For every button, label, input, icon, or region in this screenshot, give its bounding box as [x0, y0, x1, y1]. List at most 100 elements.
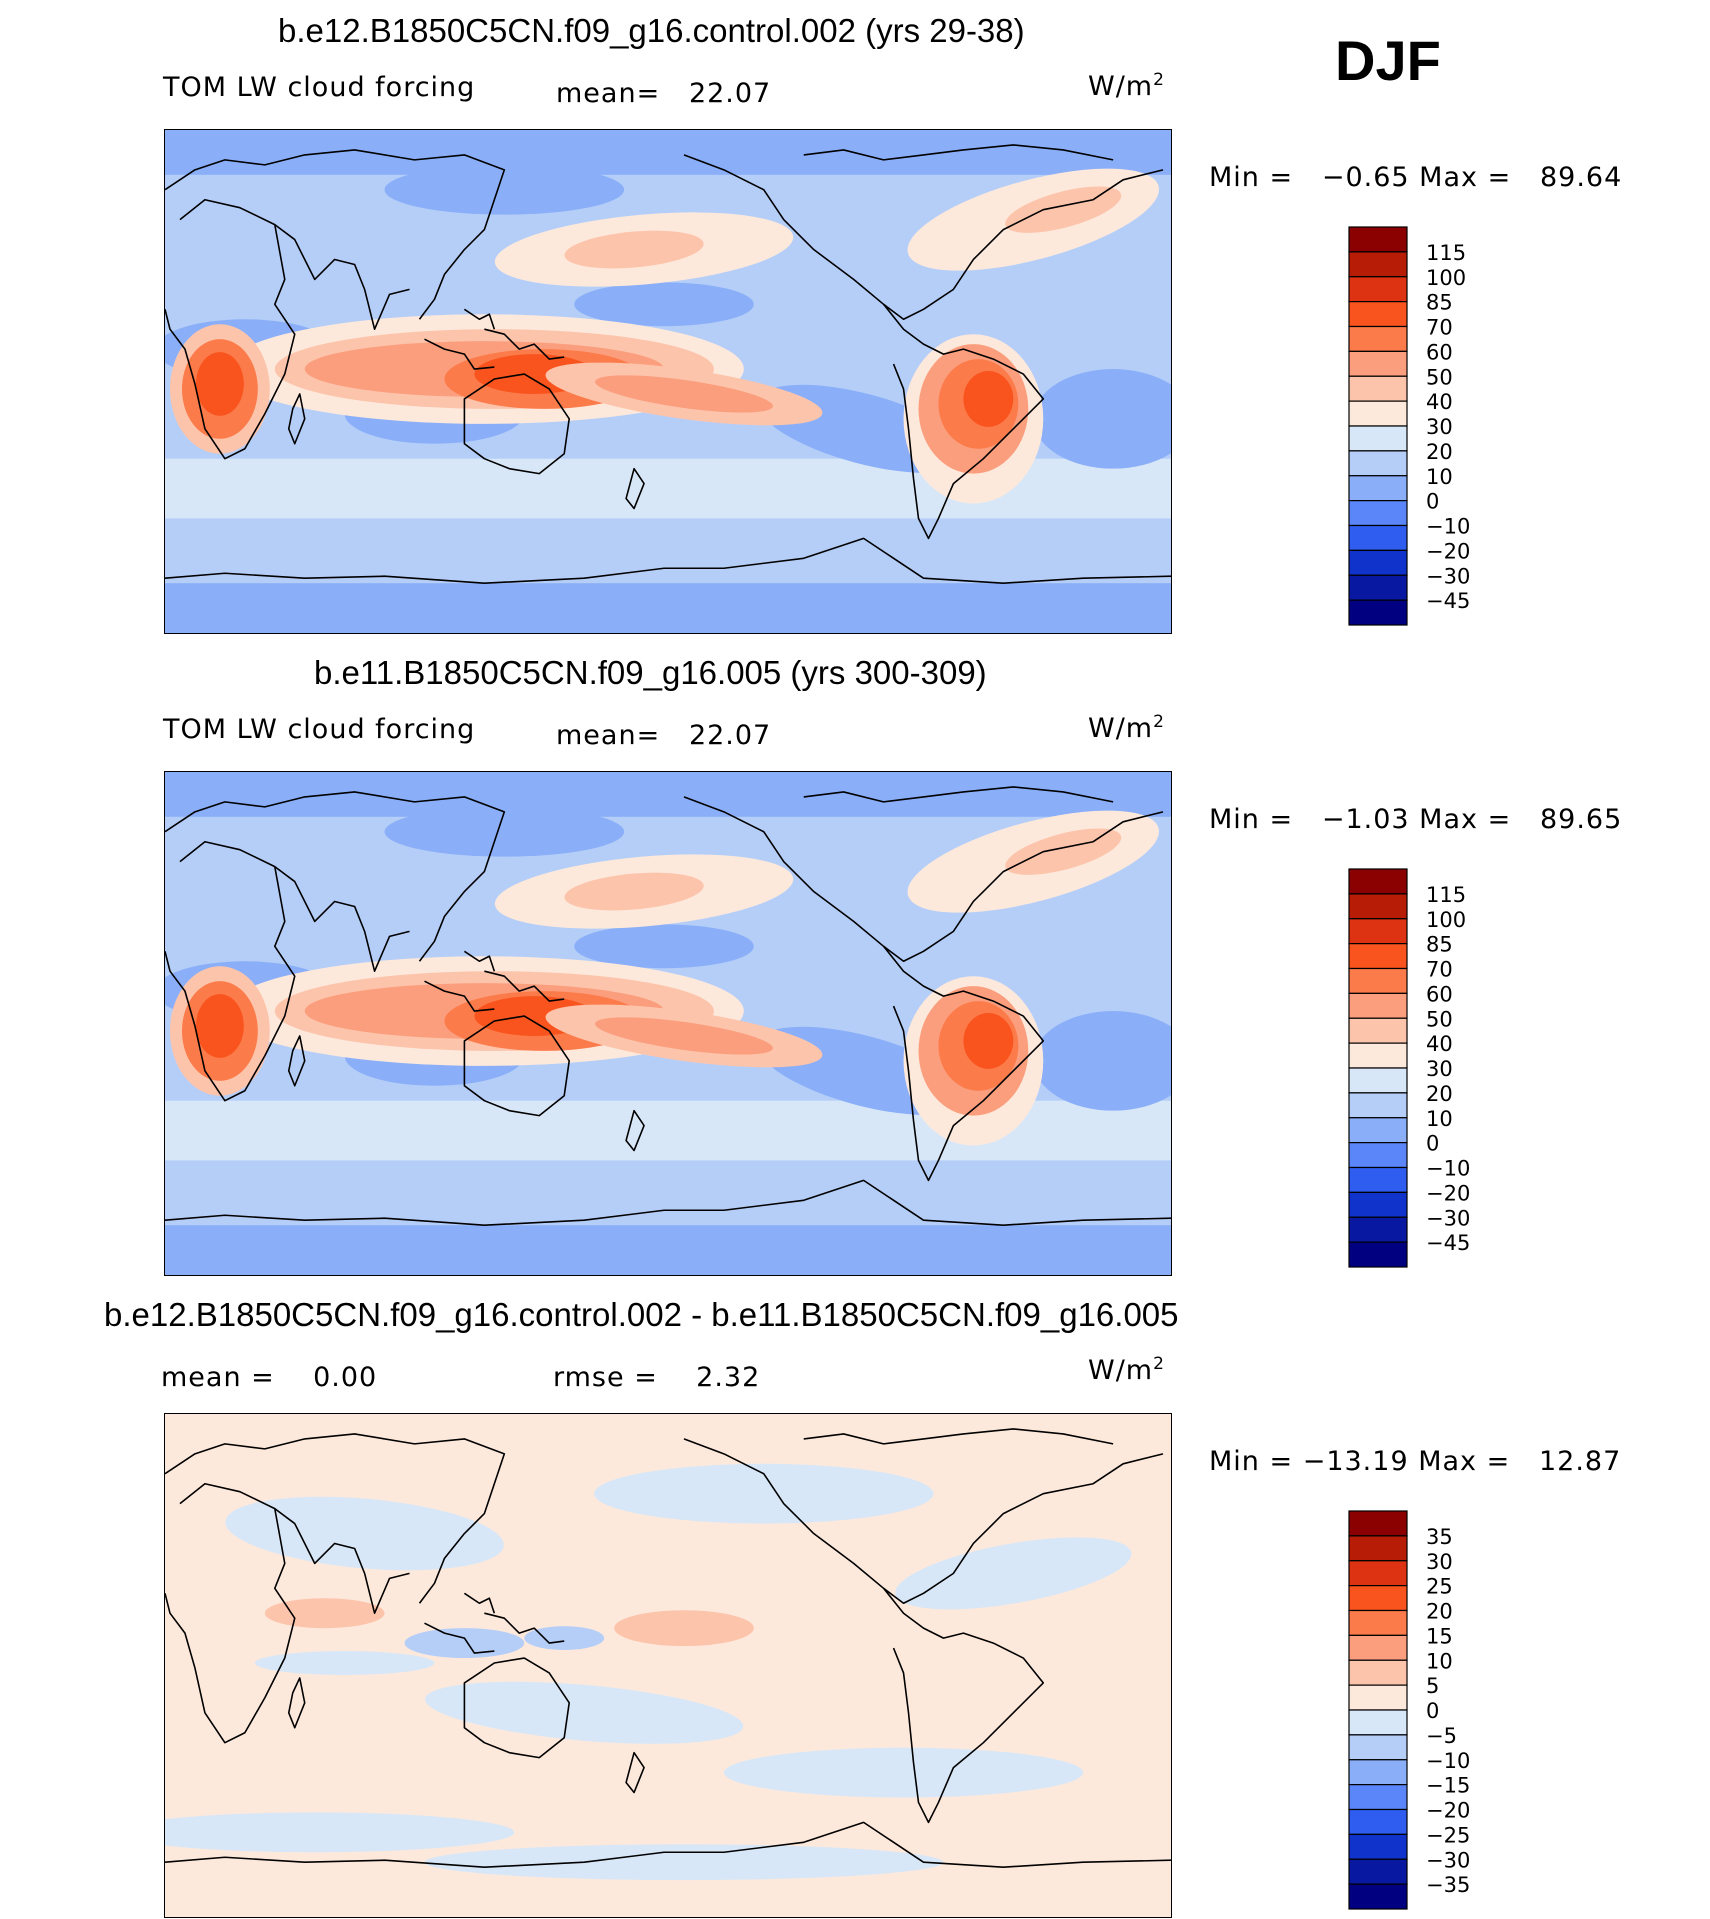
colorbar-tick-label: −25 — [1426, 1823, 1470, 1847]
coastline — [882, 945, 1045, 1182]
coastline — [463, 1657, 570, 1759]
coastline — [287, 1677, 306, 1729]
colorbar-swatch — [1348, 1585, 1408, 1612]
coastline — [683, 154, 1164, 321]
panel-2-variable-label: TOM LW cloud forcing — [163, 714, 476, 745]
field-contour — [574, 924, 754, 969]
coastline — [165, 1821, 1171, 1868]
colorbar-swatch — [1348, 400, 1408, 427]
colorbar-tick-label: 50 — [1426, 365, 1453, 389]
colorbar-swatch — [1348, 276, 1408, 303]
colorbar-tick-label: −30 — [1426, 564, 1470, 588]
colorbar-tick-label: 5 — [1426, 1674, 1439, 1698]
field-contour — [165, 1812, 515, 1853]
coastline — [683, 1438, 1164, 1605]
panel-1-title: b.e12.B1850C5CN.f09_g16.control.002 (yrs… — [278, 12, 1025, 49]
colorbar-tick-label: 115 — [1426, 883, 1466, 907]
colorbar-tick-label: −10 — [1426, 1749, 1470, 1773]
colorbar-swatch — [1348, 1609, 1408, 1636]
coastline — [463, 373, 570, 475]
field-contour — [425, 1681, 744, 1744]
colorbar-tick-label: 20 — [1426, 1600, 1453, 1624]
coastline — [424, 338, 495, 370]
colorbar-tick-label: 85 — [1426, 291, 1453, 315]
coastline — [165, 198, 296, 460]
colorbar-tick-label: 70 — [1426, 316, 1453, 340]
colorbar-tick-label: −35 — [1426, 1873, 1470, 1897]
coastline — [165, 1482, 296, 1744]
field-contour — [264, 1598, 385, 1629]
coastline — [463, 950, 496, 972]
colorbar-swatch — [1348, 1659, 1408, 1686]
colorbar-tick-label: 20 — [1426, 1082, 1453, 1106]
field-contour — [895, 1537, 1132, 1610]
coastline — [424, 980, 495, 1012]
colorbar-tick-label: 60 — [1426, 982, 1453, 1006]
field-band — [165, 518, 1171, 579]
colorbar-swatch — [1348, 1833, 1408, 1860]
colorbar-swatch — [1348, 524, 1408, 551]
field-contour — [963, 1013, 1014, 1069]
field-contour — [384, 164, 625, 215]
colorbar-tick-label: 60 — [1426, 340, 1453, 364]
coastline — [625, 467, 645, 510]
colorbar-swatch — [1348, 1241, 1408, 1268]
field-contour — [614, 1610, 754, 1647]
colorbar-swatch — [1348, 1042, 1408, 1069]
colorbar-tick-label: 85 — [1426, 933, 1453, 957]
colorbar-tick-label: 30 — [1426, 415, 1453, 439]
coastline — [463, 308, 496, 330]
panel-2-mean: mean= 22.07 — [556, 720, 772, 751]
field-contour — [404, 1628, 525, 1659]
colorbar-tick-label: 10 — [1426, 1107, 1453, 1131]
field-contour — [594, 375, 773, 413]
coastline — [463, 1015, 570, 1117]
season-label: DJF — [1335, 29, 1441, 92]
colorbar-tick-label: −20 — [1426, 1181, 1470, 1205]
coastline — [882, 1587, 1045, 1824]
field-band — [165, 130, 1171, 175]
colorbar-tick-label: 100 — [1426, 908, 1466, 932]
colorbar-tick-label: 20 — [1426, 440, 1453, 464]
coastline — [683, 796, 1164, 963]
panel-3-mean: mean = 0.00 — [161, 1362, 378, 1393]
coastline — [287, 393, 306, 445]
panel-2-minmax: Min = −1.03 Max = 89.65 — [1209, 804, 1623, 835]
coastline — [274, 1507, 410, 1615]
colorbar-swatch — [1348, 301, 1408, 328]
field-contour — [384, 806, 625, 857]
field-contour — [424, 1844, 944, 1881]
colorbar-tick-label: 115 — [1426, 241, 1466, 265]
colorbar-swatch — [1348, 1808, 1408, 1835]
colorbar-tick-label: 100 — [1426, 266, 1466, 290]
colorbar-tick-label: −20 — [1426, 539, 1470, 563]
coastline — [484, 970, 565, 1002]
field-contour — [564, 872, 704, 911]
field-contour — [524, 1626, 605, 1651]
colorbar-tick-label: 15 — [1426, 1624, 1453, 1648]
colorbar-swatch — [1348, 967, 1408, 994]
colorbar-swatch — [1348, 1784, 1408, 1811]
colorbar-swatch — [1348, 500, 1408, 527]
colorbar-tick-label: 25 — [1426, 1575, 1453, 1599]
coastline — [287, 1035, 306, 1087]
colorbar-tick-label: 10 — [1426, 1649, 1453, 1673]
colorbar-swatch — [1348, 918, 1408, 945]
colorbar-tick-label: −10 — [1426, 1157, 1470, 1181]
coastline — [625, 1109, 645, 1152]
colorbar-swatch — [1348, 599, 1408, 626]
colorbar-swatch — [1348, 1858, 1408, 1885]
colorbar-swatch — [1348, 226, 1408, 253]
colorbar-swatch — [1348, 1634, 1408, 1661]
colorbar-tick-label: 0 — [1426, 490, 1439, 514]
colorbar-swatch — [1348, 375, 1408, 402]
coastline — [165, 1179, 1171, 1226]
panel-1-mean: mean= 22.07 — [556, 78, 772, 109]
colorbar-swatch — [1348, 475, 1408, 502]
colorbar-tick-label: 40 — [1426, 1032, 1453, 1056]
colorbar-swatch — [1348, 1216, 1408, 1243]
colorbar-tick-label: 30 — [1426, 1057, 1453, 1081]
colorbar-swatch — [1348, 251, 1408, 278]
colorbar-swatch — [1348, 1117, 1408, 1144]
